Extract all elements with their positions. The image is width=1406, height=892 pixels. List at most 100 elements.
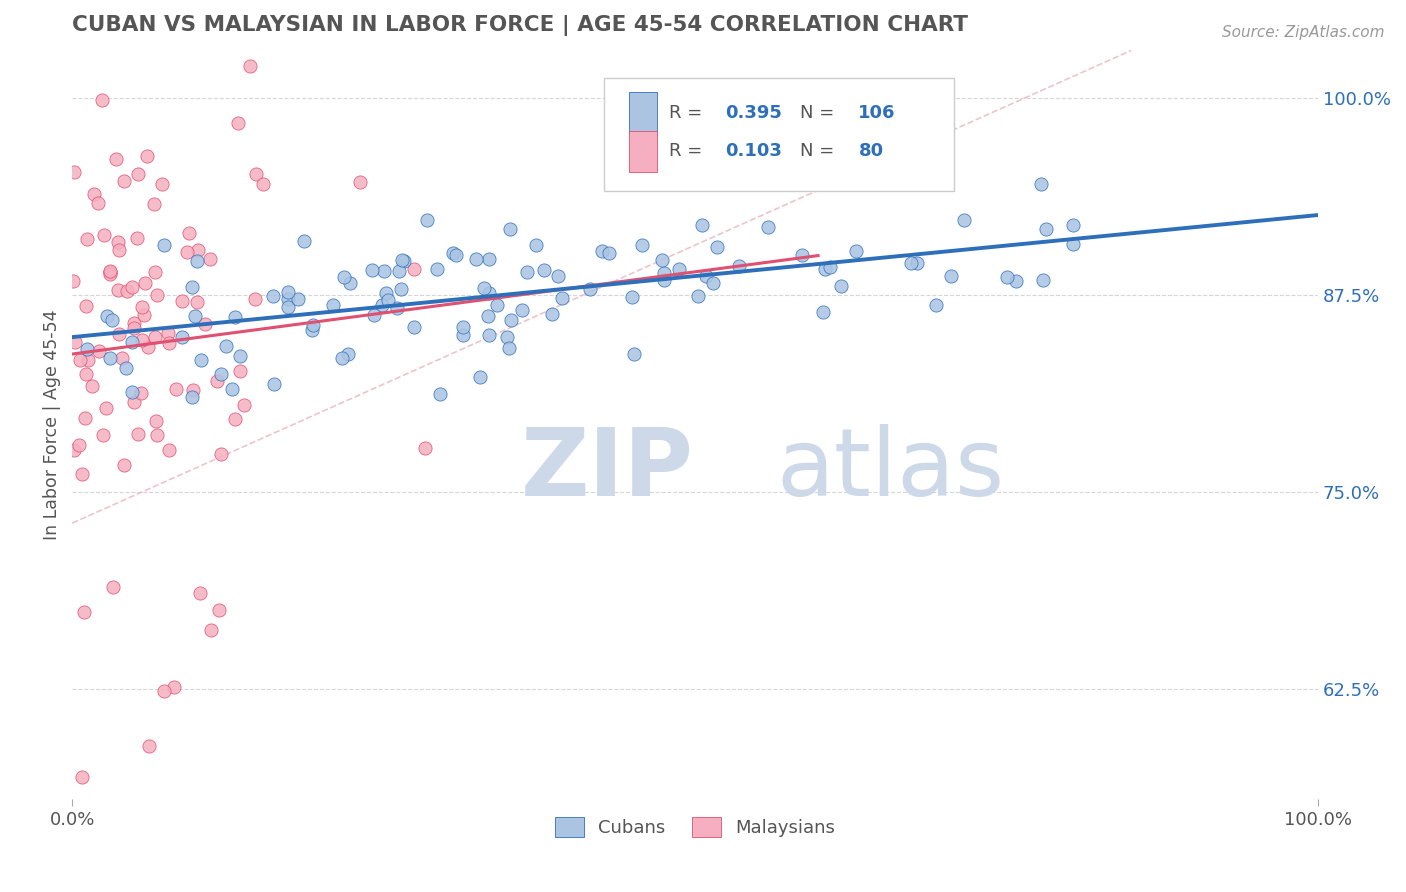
Point: [818, 260, 841, 275]
Point: [122, 316, 145, 330]
Point: [198, 252, 221, 266]
Point: [63, 334, 86, 349]
Point: [533, 263, 555, 277]
Point: [1062, 219, 1084, 233]
Point: [224, 310, 246, 324]
Point: [541, 307, 564, 321]
Point: [100, 312, 122, 326]
Point: [831, 278, 853, 293]
Point: [226, 116, 249, 130]
Point: [695, 268, 717, 283]
Point: [845, 244, 868, 258]
Text: CUBAN VS MALAYSIAN IN LABOR FORCE | AGE 45-54 CORRELATION CHART: CUBAN VS MALAYSIAN IN LABOR FORCE | AGE …: [72, 15, 969, 36]
Text: N =: N =: [800, 143, 839, 161]
Point: [262, 289, 284, 303]
Point: [516, 265, 538, 279]
Point: [702, 277, 724, 291]
Point: [127, 167, 149, 181]
Point: [547, 268, 569, 283]
Point: [451, 328, 474, 343]
Point: [170, 293, 193, 308]
Point: [814, 262, 837, 277]
Point: [121, 335, 143, 350]
Point: [363, 308, 385, 322]
Point: [391, 252, 413, 267]
Point: [131, 385, 153, 400]
Point: [200, 623, 222, 637]
Point: [117, 284, 139, 298]
Point: [392, 254, 415, 268]
Point: [146, 428, 169, 442]
Point: [995, 270, 1018, 285]
Point: [654, 266, 676, 280]
Point: [389, 282, 412, 296]
Point: [446, 248, 468, 262]
Point: [330, 351, 353, 365]
Point: [239, 59, 262, 73]
Point: [166, 382, 188, 396]
Point: [302, 318, 325, 332]
Point: [510, 302, 533, 317]
Point: [181, 390, 204, 404]
Point: [100, 268, 122, 282]
Point: [209, 447, 232, 461]
Point: [107, 235, 129, 249]
Point: [478, 252, 501, 267]
Point: [277, 285, 299, 300]
Point: [277, 300, 299, 314]
Point: [524, 238, 547, 252]
Point: [73, 410, 96, 425]
Point: [69, 438, 91, 452]
Point: [263, 376, 285, 391]
Point: [131, 300, 153, 314]
Point: [76, 343, 98, 357]
Point: [150, 177, 173, 191]
Point: [939, 268, 962, 283]
Point: [107, 326, 129, 341]
Text: Source: ZipAtlas.com: Source: ZipAtlas.com: [1222, 25, 1385, 40]
Point: [728, 259, 751, 273]
Point: [404, 319, 426, 334]
Point: [91, 428, 114, 442]
Point: [122, 394, 145, 409]
Y-axis label: In Labor Force | Age 45-54: In Labor Force | Age 45-54: [44, 310, 60, 540]
Point: [221, 382, 243, 396]
Point: [620, 290, 643, 304]
Point: [370, 298, 392, 312]
Point: [145, 414, 167, 428]
Point: [138, 340, 160, 354]
Point: [93, 227, 115, 242]
Point: [591, 244, 613, 259]
Point: [1035, 222, 1057, 236]
Point: [111, 351, 134, 365]
Point: [388, 264, 411, 278]
Point: [598, 246, 620, 260]
Point: [229, 350, 252, 364]
Point: [652, 273, 675, 287]
Point: [811, 304, 834, 318]
Point: [94, 401, 117, 415]
Point: [209, 367, 232, 381]
Point: [163, 681, 186, 695]
Point: [790, 248, 813, 262]
Point: [233, 398, 256, 412]
Point: [104, 152, 127, 166]
Point: [121, 279, 143, 293]
Legend: Cubans, Malaysians: Cubans, Malaysians: [546, 808, 845, 846]
Point: [339, 276, 361, 290]
Point: [900, 256, 922, 270]
Point: [76, 353, 98, 368]
Point: [651, 252, 673, 267]
Point: [374, 285, 396, 300]
Point: [181, 280, 204, 294]
Point: [426, 261, 449, 276]
Text: 106: 106: [859, 103, 896, 121]
Point: [478, 286, 501, 301]
Point: [252, 177, 274, 191]
Point: [208, 602, 231, 616]
Point: [337, 347, 360, 361]
Point: [143, 197, 166, 211]
Point: [496, 329, 519, 343]
Point: [706, 240, 728, 254]
Point: [451, 320, 474, 334]
